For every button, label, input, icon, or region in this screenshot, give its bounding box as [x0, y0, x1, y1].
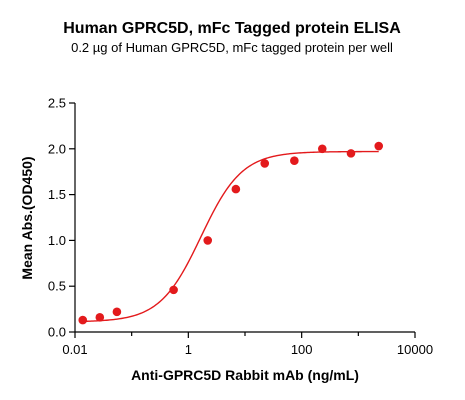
- data-point: [317, 144, 327, 154]
- y-tick-label: 2.0: [48, 141, 66, 156]
- x-tick-label: 10000: [397, 342, 433, 357]
- y-tick-label: 0.5: [48, 279, 66, 294]
- axes: [74, 103, 415, 333]
- y-tick-label: 2.5: [48, 96, 66, 111]
- data-points: [78, 141, 384, 325]
- chart-title: Human GPRC5D, mFc Tagged protein ELISA: [63, 20, 401, 37]
- fit-curve-group: [82, 150, 379, 323]
- data-point: [112, 307, 122, 317]
- y-axis-label: Mean Abs.(OD450): [19, 156, 35, 279]
- data-point: [231, 184, 241, 194]
- x-tick-label: 0.01: [62, 342, 87, 357]
- data-point: [374, 141, 384, 151]
- data-point: [95, 313, 105, 322]
- x-axis-ticks: 0.01 1 100 10000: [62, 332, 433, 357]
- y-tick-label: 0.0: [48, 325, 66, 340]
- data-point: [290, 156, 299, 166]
- y-tick-label: 1.5: [48, 187, 66, 202]
- data-point: [78, 315, 88, 325]
- fit-curve-line: [82, 150, 379, 323]
- data-point: [346, 149, 356, 158]
- x-tick-label: 100: [291, 342, 313, 357]
- y-axis-ticks: 0.0 0.5 1.0 1.5 2.0 2.5: [48, 96, 75, 340]
- data-point: [203, 236, 213, 245]
- data-point: [260, 159, 270, 168]
- y-tick-label: 1.0: [48, 233, 66, 248]
- x-tick-label: 1: [185, 342, 192, 357]
- x-axis-label: Anti-GPRC5D Rabbit mAb (ng/mL): [131, 367, 359, 383]
- chart-subtitle: 0.2 µg of Human GPRC5D, mFc tagged prote…: [71, 40, 393, 55]
- data-point: [169, 285, 178, 295]
